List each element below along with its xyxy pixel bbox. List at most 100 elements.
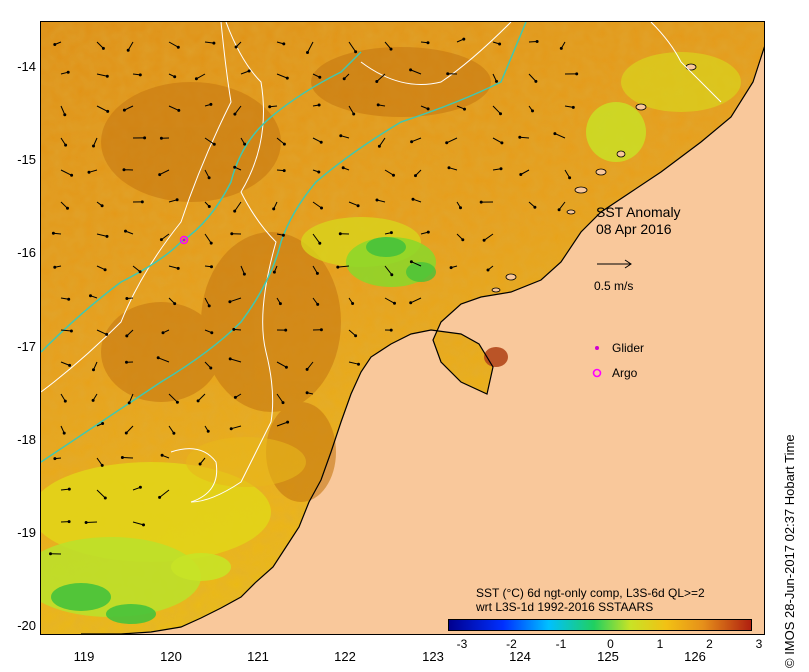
credit-text: © IMOS 28-Jun-2017 02:37 Hobart Time (782, 434, 797, 668)
velocity-arrow-head (101, 422, 105, 425)
velocity-arrow-head (105, 74, 109, 78)
velocity-arrow (229, 297, 242, 303)
velocity-arrow-head (463, 107, 466, 111)
velocity-arrow-head (446, 72, 450, 76)
isobath-lines (41, 22, 722, 503)
velocity-arrow-head (354, 50, 358, 54)
velocity-arrow-head (229, 427, 233, 431)
lon-tick-label: 120 (160, 649, 182, 664)
velocity-arrow (168, 105, 180, 111)
velocity-arrow-head (535, 40, 539, 43)
velocity-arrow (96, 105, 108, 112)
velocity-arrow-head (228, 357, 232, 361)
velocity-arrow-head (285, 76, 289, 80)
colorbar-tick-label: -1 (555, 637, 567, 651)
velocity-arrow-head (53, 43, 57, 46)
colorbar-tick-label: 1 (656, 637, 664, 651)
velocity-arrow-head (176, 45, 180, 49)
velocity-arrow-head (351, 302, 355, 305)
velocity-arrow-head (414, 174, 417, 178)
velocity-arrow (348, 361, 359, 365)
velocity-arrow (554, 133, 566, 139)
velocity-arrow-head (282, 169, 286, 173)
velocity-arrow-head (207, 304, 211, 308)
velocity-arrow-head (376, 103, 380, 107)
velocity-arrow-head (196, 399, 200, 403)
velocity-arrow-head (230, 232, 234, 236)
velocity-arrow-head (142, 523, 145, 527)
velocity-arrow-head (64, 143, 68, 147)
annotation-title: SST Anomaly (596, 204, 681, 220)
velocity-arrow-head (194, 77, 198, 81)
velocity-arrow-head (125, 360, 128, 364)
velocity-arrow (96, 233, 108, 237)
velocity-arrow-head (125, 297, 129, 300)
velocity-arrow-head (67, 297, 71, 301)
velocity-arrow-head (138, 73, 142, 77)
islands (491, 63, 697, 293)
velocity-arrow-head (375, 198, 379, 202)
velocity-arrow (276, 361, 287, 368)
velocity-arrow-head (319, 140, 323, 144)
velocity-arrow (204, 233, 212, 244)
velocity-arrow-head (306, 51, 309, 54)
velocity-arrow-head (342, 77, 346, 81)
velocity-arrow (384, 41, 392, 50)
velocity-arrow-head (92, 144, 95, 148)
velocity-arrow (96, 329, 107, 335)
velocity-arrow-head (534, 79, 538, 83)
colorbar-tick-label: 0 (607, 637, 614, 651)
velocity-arrow-head (389, 328, 393, 332)
glider-legend-label: Glider (612, 341, 645, 355)
caption-line-1: SST (°C) 6d ngt-only comp, L3S-6d QL>=2 (476, 586, 705, 600)
velocity-arrow (276, 393, 284, 403)
velocity-arrow (348, 105, 355, 115)
velocity-arrow-head (67, 520, 71, 524)
velocity-arrow-head (377, 144, 381, 148)
velocity-arrow (204, 137, 215, 145)
velocity-arrow-head (233, 395, 237, 399)
velocity-arrow-head (67, 487, 71, 491)
velocity-arrow-head (336, 265, 340, 269)
velocity-arrow-head (272, 270, 276, 274)
velocity-arrow (132, 265, 141, 273)
velocity-arrow-head (156, 356, 160, 360)
velocity-arrow-head (177, 108, 181, 112)
velocity-arrow-head (105, 234, 109, 238)
velocity-arrow-head (282, 142, 286, 146)
velocity-arrow-head (557, 208, 561, 212)
velocity-arrow (127, 41, 134, 51)
velocity-arrows (49, 37, 579, 556)
velocity-arrow (196, 73, 206, 80)
velocity-arrow-head (305, 367, 309, 371)
argo-legend-label: Argo (612, 366, 638, 380)
velocity-arrow (528, 73, 537, 82)
velocity-arrow-head (449, 266, 453, 270)
velocity-arrow-head (53, 457, 57, 461)
velocity-arrow (197, 393, 206, 402)
lon-tick-label: 121 (247, 649, 269, 664)
velocity-arrow (446, 137, 458, 144)
velocity-arrow-head (409, 301, 413, 305)
velocity-arrow-head (124, 229, 127, 233)
velocity-arrow (159, 489, 170, 498)
velocity-arrow (230, 358, 242, 363)
velocity-arrow (122, 457, 134, 459)
velocity-arrow-head (51, 231, 55, 235)
velocity-arrow-head (172, 431, 176, 435)
velocity-arrow-head (89, 294, 92, 298)
colorbar-tick-label: -3 (456, 637, 468, 651)
velocity-arrow-head (426, 107, 430, 111)
lon-tick-label: 123 (422, 649, 444, 664)
velocity-arrow (337, 265, 350, 268)
colorbar-tick-label: 3 (755, 637, 763, 651)
velocity-arrow-head (482, 238, 486, 242)
velocity-arrow-head (320, 206, 323, 210)
velocity-arrow (411, 137, 422, 143)
velocity-arrow-head (206, 429, 210, 433)
velocity-arrow (307, 41, 314, 53)
velocity-arrow-head (278, 302, 282, 306)
cool-anomaly-patches (41, 52, 741, 624)
velocity-arrow-head (356, 204, 360, 208)
velocity-arrow-head (392, 173, 395, 177)
